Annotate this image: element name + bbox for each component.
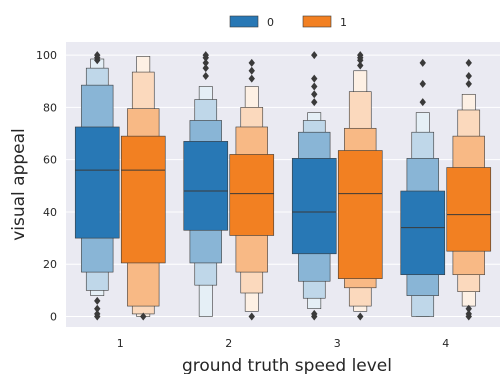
legend-label: 1 — [340, 16, 347, 29]
outlier-point — [419, 58, 426, 67]
outlier-point — [311, 82, 318, 91]
letter-value-box — [291, 158, 337, 255]
outlier-point — [202, 58, 209, 67]
y-tick-label: 0 — [50, 311, 57, 324]
outlier-point — [357, 312, 364, 321]
letter-value-box — [229, 154, 275, 236]
x-tick-label: 3 — [334, 337, 341, 350]
outlier-point — [357, 51, 364, 60]
letter-value-box — [74, 126, 120, 239]
legend-swatch — [302, 15, 332, 28]
outlier-point — [202, 51, 209, 60]
letter-value-box — [400, 190, 446, 276]
outlier-point — [94, 304, 101, 313]
outlier-point — [311, 309, 318, 318]
outlier-point — [311, 90, 318, 99]
outlier-point — [419, 98, 426, 107]
outlier-point — [465, 71, 472, 80]
y-tick-label: 80 — [43, 101, 57, 114]
y-tick-label: 100 — [36, 49, 57, 62]
legend-label: 0 — [267, 16, 274, 29]
outlier-point — [94, 309, 101, 318]
letter-value-box — [337, 150, 383, 279]
outlier-point — [465, 304, 472, 313]
outlier-point — [311, 74, 318, 83]
outlier-point — [202, 71, 209, 80]
outlier-point — [248, 66, 255, 75]
outlier-point — [202, 64, 209, 73]
outlier-point — [94, 296, 101, 305]
outlier-point — [465, 309, 472, 318]
outlier-point — [140, 312, 147, 321]
y-tick-label: 20 — [43, 258, 57, 271]
outlier-point — [311, 98, 318, 107]
letter-value-box — [183, 141, 229, 231]
x-tick-label: 4 — [442, 337, 449, 350]
outlier-point — [94, 51, 101, 60]
y-axis-label: visual appeal — [9, 128, 29, 241]
outlier-point — [248, 74, 255, 83]
outlier-point — [357, 61, 364, 70]
letter-value-box — [446, 167, 492, 252]
outlier-point — [248, 58, 255, 67]
outlier-point — [419, 79, 426, 88]
x-axis-label: ground truth speed level — [182, 356, 392, 374]
letter-value-box — [120, 135, 166, 264]
x-tick-label: 1 — [117, 337, 124, 350]
x-tick-label: 2 — [225, 337, 232, 350]
legend-swatch — [229, 15, 259, 28]
outlier-point — [311, 51, 318, 60]
y-tick-label: 40 — [43, 206, 57, 219]
outlier-point — [465, 79, 472, 88]
y-tick-label: 60 — [43, 154, 57, 167]
outlier-point — [248, 312, 255, 321]
outlier-point — [465, 58, 472, 67]
